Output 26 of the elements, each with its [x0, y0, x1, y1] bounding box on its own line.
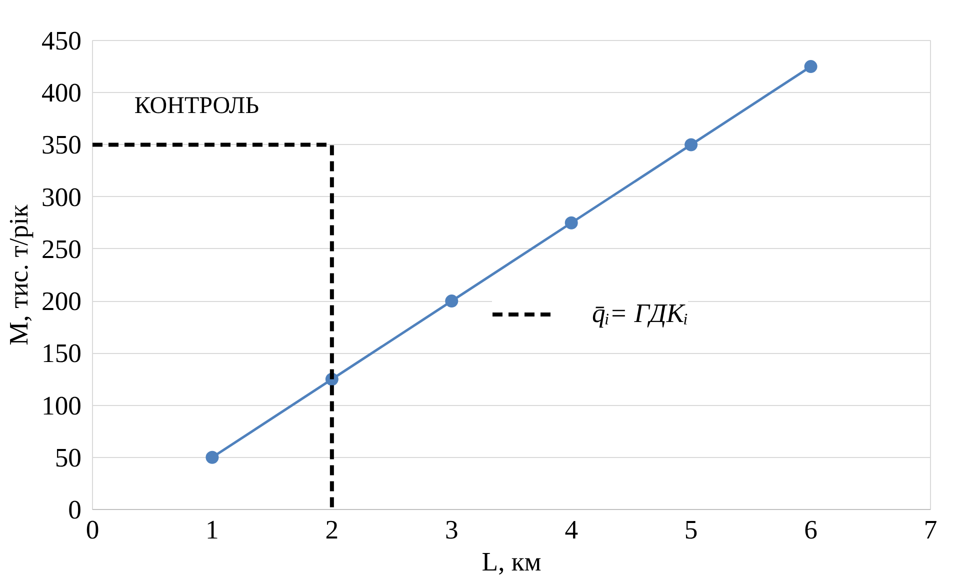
- point: [445, 294, 458, 308]
- point: [564, 216, 578, 230]
- y-tick-label: 50: [54, 442, 82, 472]
- x-tick-label: 1: [206, 514, 219, 544]
- y-axis-title: M, тис. т/рік: [4, 204, 34, 346]
- x-axis-title: L, км: [482, 546, 542, 576]
- y-tick-label: 250: [42, 234, 82, 264]
- y-tick-label: 0: [68, 494, 82, 524]
- x-tick-label: 3: [444, 514, 458, 544]
- annotation: КОНТРОЛЬ: [134, 93, 259, 120]
- x-tick-label: 6: [804, 514, 818, 544]
- point: [206, 450, 219, 464]
- y-tick-label: 400: [42, 78, 82, 108]
- x-tick-label: 5: [684, 514, 698, 544]
- legend-label: q̄ᵢ= ГДКᵢ: [592, 298, 688, 329]
- x-tick-label: 7: [924, 514, 938, 544]
- y-tick-label: 300: [42, 182, 82, 212]
- x-tick-label: 2: [325, 514, 339, 544]
- y-tick-label: 450: [42, 26, 82, 56]
- y-tick-label: 350: [42, 130, 82, 160]
- x-tick-label: 4: [564, 514, 578, 544]
- point: [684, 138, 698, 152]
- y-tick-label: 100: [42, 390, 82, 420]
- y-tick-label: 200: [42, 286, 82, 316]
- y-tick-label: 150: [42, 338, 82, 368]
- point: [804, 60, 818, 74]
